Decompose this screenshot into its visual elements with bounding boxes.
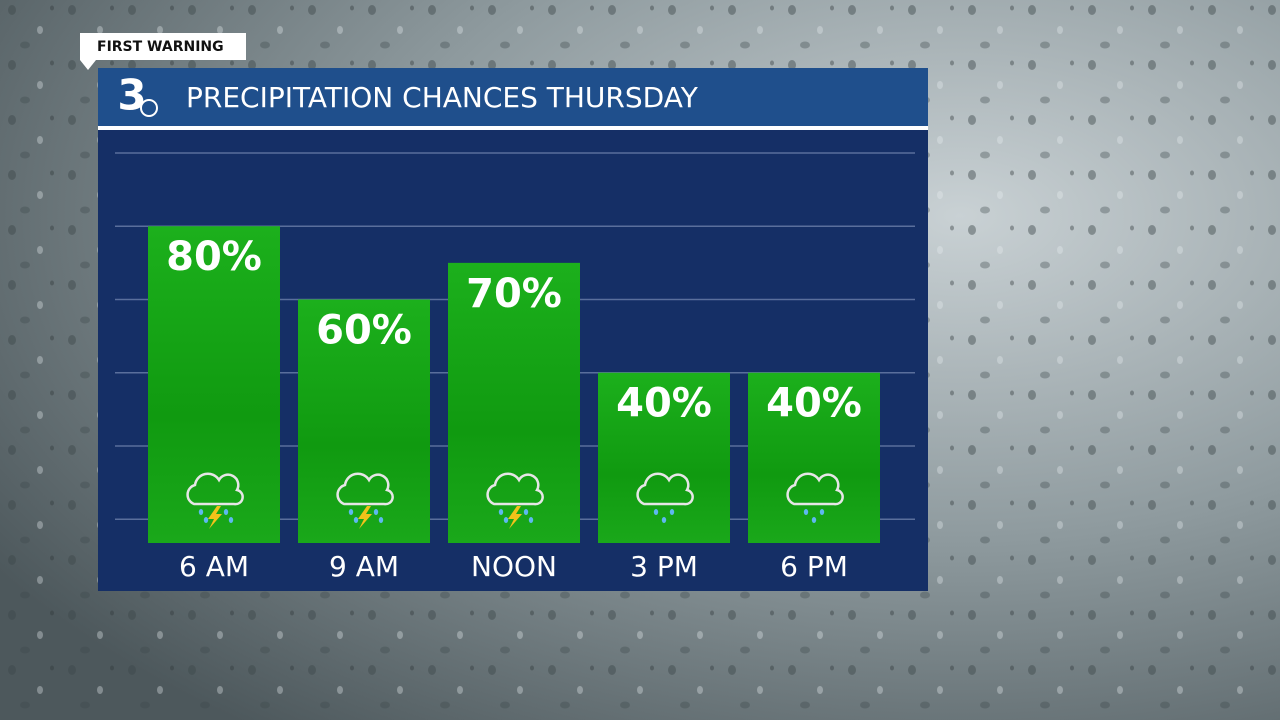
rain-drop	[348, 509, 354, 515]
weather-icon	[486, 472, 544, 529]
lightning	[508, 506, 522, 529]
rain-drop	[198, 509, 204, 515]
logo-eye	[140, 99, 158, 117]
cloud	[786, 472, 844, 506]
value-label: 40%	[766, 381, 862, 427]
rain-drop	[811, 517, 817, 523]
rain-drop	[523, 509, 529, 515]
x-tick-label: 3 PM	[630, 550, 698, 583]
cloud	[186, 472, 244, 506]
x-tick-label: 9 AM	[329, 550, 399, 583]
rain-drop	[353, 517, 359, 523]
weather-icon	[636, 472, 694, 523]
chart-title: PRECIPITATION CHANCES THURSDAY	[186, 81, 699, 114]
badge: FIRST WARNING	[97, 39, 224, 55]
rain-drop	[373, 509, 379, 515]
rain-drop	[228, 517, 234, 523]
rain-drop	[528, 517, 534, 523]
bar	[598, 372, 730, 543]
header-rule	[98, 126, 928, 130]
cloud	[636, 472, 694, 506]
x-tick-label: 6 AM	[179, 550, 249, 583]
rain-drop	[669, 509, 675, 515]
weather-icon	[186, 472, 244, 529]
value-label: 60%	[316, 307, 412, 353]
rain-drop	[653, 509, 659, 515]
lightning	[358, 506, 372, 529]
value-label: 70%	[466, 271, 562, 317]
bar	[748, 372, 880, 543]
badge-box	[80, 33, 246, 60]
bar	[448, 262, 580, 543]
rain-drop	[803, 509, 809, 515]
rain-drop	[203, 517, 209, 523]
weather-icon	[786, 472, 844, 523]
header-bar	[98, 68, 928, 126]
bar	[298, 299, 430, 543]
cloud	[486, 472, 544, 506]
rain-drop	[498, 509, 504, 515]
x-tick-label: 6 PM	[780, 550, 848, 583]
rain-drop	[661, 517, 667, 523]
rain-drop	[223, 509, 229, 515]
rain-drop	[378, 517, 384, 523]
lightning	[208, 506, 222, 529]
value-label: 80%	[166, 234, 262, 280]
value-label: 40%	[616, 381, 712, 427]
cloud	[336, 472, 394, 506]
weather-icon	[336, 472, 394, 529]
x-tick-label: NOON	[471, 550, 557, 583]
rain-drop	[819, 509, 825, 515]
badge-tail	[80, 60, 96, 70]
bar	[148, 226, 280, 543]
rain-drop	[503, 517, 509, 523]
